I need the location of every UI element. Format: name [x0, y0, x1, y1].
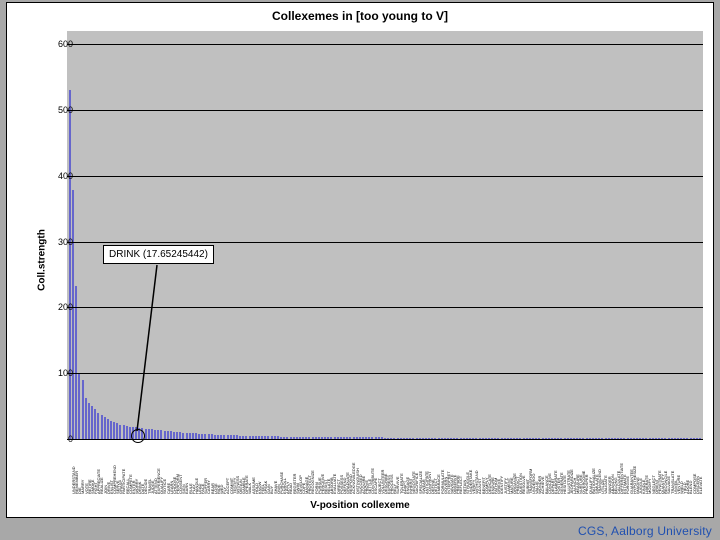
chart-title: Collexemes in [too young to V]: [7, 9, 713, 23]
bar: [91, 406, 93, 439]
x-tick-label: ELEVATE: [698, 477, 703, 494]
y-tick-label: 200: [43, 302, 73, 312]
bar: [126, 426, 128, 439]
bar: [94, 409, 96, 439]
bar: [167, 431, 169, 439]
chart-frame: Collexemes in [too young to V] Coll.stre…: [6, 2, 714, 518]
y-tick-label: 300: [43, 237, 73, 247]
bar: [119, 425, 121, 439]
bar: [88, 403, 90, 439]
bar: [69, 90, 71, 439]
gridline: [67, 176, 703, 177]
bars-container: [67, 31, 703, 439]
gridline: [67, 307, 703, 308]
y-tick-label: 400: [43, 171, 73, 181]
annotation-label: DRINK (17.65245442): [103, 245, 214, 264]
bar: [82, 380, 84, 439]
bar: [164, 431, 166, 439]
bar: [160, 430, 162, 439]
y-tick-label: 500: [43, 105, 73, 115]
bar: [85, 398, 87, 439]
bar: [110, 421, 112, 439]
bar: [123, 425, 125, 439]
bar: [75, 286, 77, 439]
y-tick-label: 100: [43, 368, 73, 378]
footer-credit: CGS, Aalborg University: [578, 524, 712, 538]
annotation-circle: [131, 429, 145, 443]
bar: [113, 422, 115, 439]
x-axis-title: V-position collexeme: [7, 500, 713, 511]
bar: [104, 417, 106, 439]
bar: [116, 423, 118, 439]
annotation-pointer: [136, 264, 158, 432]
plot-area: [67, 31, 703, 439]
x-axis-labels: UNDERSTANDREMEMBERDIEMARRYVOTERETIRESMOK…: [67, 440, 703, 496]
gridline: [67, 373, 703, 374]
bar: [107, 419, 109, 439]
gridline: [67, 110, 703, 111]
bar: [179, 432, 181, 439]
y-tick-label: 600: [43, 39, 73, 49]
bar: [173, 432, 175, 439]
bar: [97, 413, 99, 439]
y-tick-label: 0: [43, 434, 73, 444]
bar: [78, 373, 80, 439]
bar: [176, 432, 178, 439]
bar: [101, 415, 103, 439]
gridline: [67, 242, 703, 243]
bar: [72, 190, 74, 439]
bar: [170, 431, 172, 439]
gridline: [67, 44, 703, 45]
